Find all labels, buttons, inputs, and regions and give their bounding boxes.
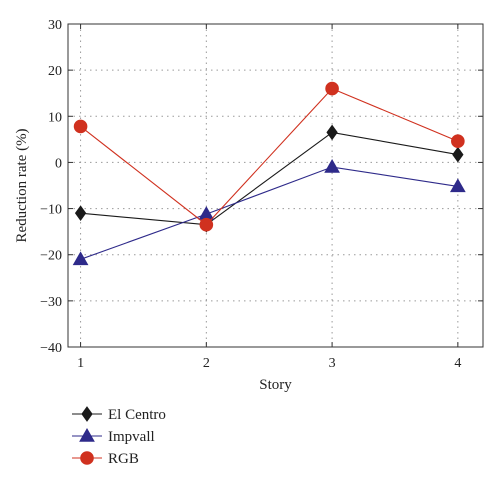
x-axis-label: Story xyxy=(259,377,292,393)
x-tick-label: 2 xyxy=(203,356,210,371)
series-line-el-centro xyxy=(80,131,458,226)
y-axis-label: Reduction rate (%) xyxy=(14,128,30,242)
data-point-rgb xyxy=(199,217,214,232)
legend-entry-rgb: RGB xyxy=(72,451,139,467)
y-tick-label: −20 xyxy=(40,249,62,264)
y-tick-label: −40 xyxy=(40,341,62,356)
data-point-el-centro xyxy=(74,205,87,222)
grid xyxy=(68,23,483,348)
y-tick-label: 30 xyxy=(48,18,62,33)
x-tick-label: 3 xyxy=(329,356,336,371)
plot-frame xyxy=(67,23,484,348)
x-tick-label: 1 xyxy=(77,356,84,371)
legend-label: El Centro xyxy=(108,407,166,423)
data-point-impvall xyxy=(449,178,466,193)
legend-label: Impvall xyxy=(108,429,155,445)
legend-marker-rgb xyxy=(80,451,94,465)
data-point-el-centro xyxy=(452,146,464,163)
x-tick-label: 4 xyxy=(454,356,461,371)
legend-label: RGB xyxy=(108,451,139,467)
series-rgb xyxy=(73,81,465,232)
legend-marker-impvall xyxy=(79,427,95,442)
y-tick-label: 10 xyxy=(48,110,62,125)
legend: El Centro Impvall RGB xyxy=(72,406,166,467)
axis-ticks: −40 −30 −20 −10 0 10 20 30 1 2 3 4 xyxy=(40,18,483,371)
series-line-impvall xyxy=(80,166,458,260)
data-point-el-centro xyxy=(326,124,338,141)
legend-marker-el-centro xyxy=(81,406,93,422)
y-tick-label: −30 xyxy=(40,295,62,310)
series-impvall xyxy=(72,159,466,266)
series-line-rgb xyxy=(80,87,459,226)
y-tick-label: 0 xyxy=(55,156,62,171)
data-point-impvall xyxy=(72,251,89,266)
legend-entry-el-centro: El Centro xyxy=(72,406,166,423)
y-tick-label: −10 xyxy=(40,203,62,218)
legend-entry-impvall: Impvall xyxy=(72,427,155,445)
data-point-rgb xyxy=(451,134,465,149)
data-point-impvall xyxy=(324,159,340,173)
data-point-rgb xyxy=(325,81,339,96)
series-layer xyxy=(72,81,466,266)
data-point-rgb xyxy=(73,119,88,134)
y-tick-label: 20 xyxy=(48,64,62,79)
